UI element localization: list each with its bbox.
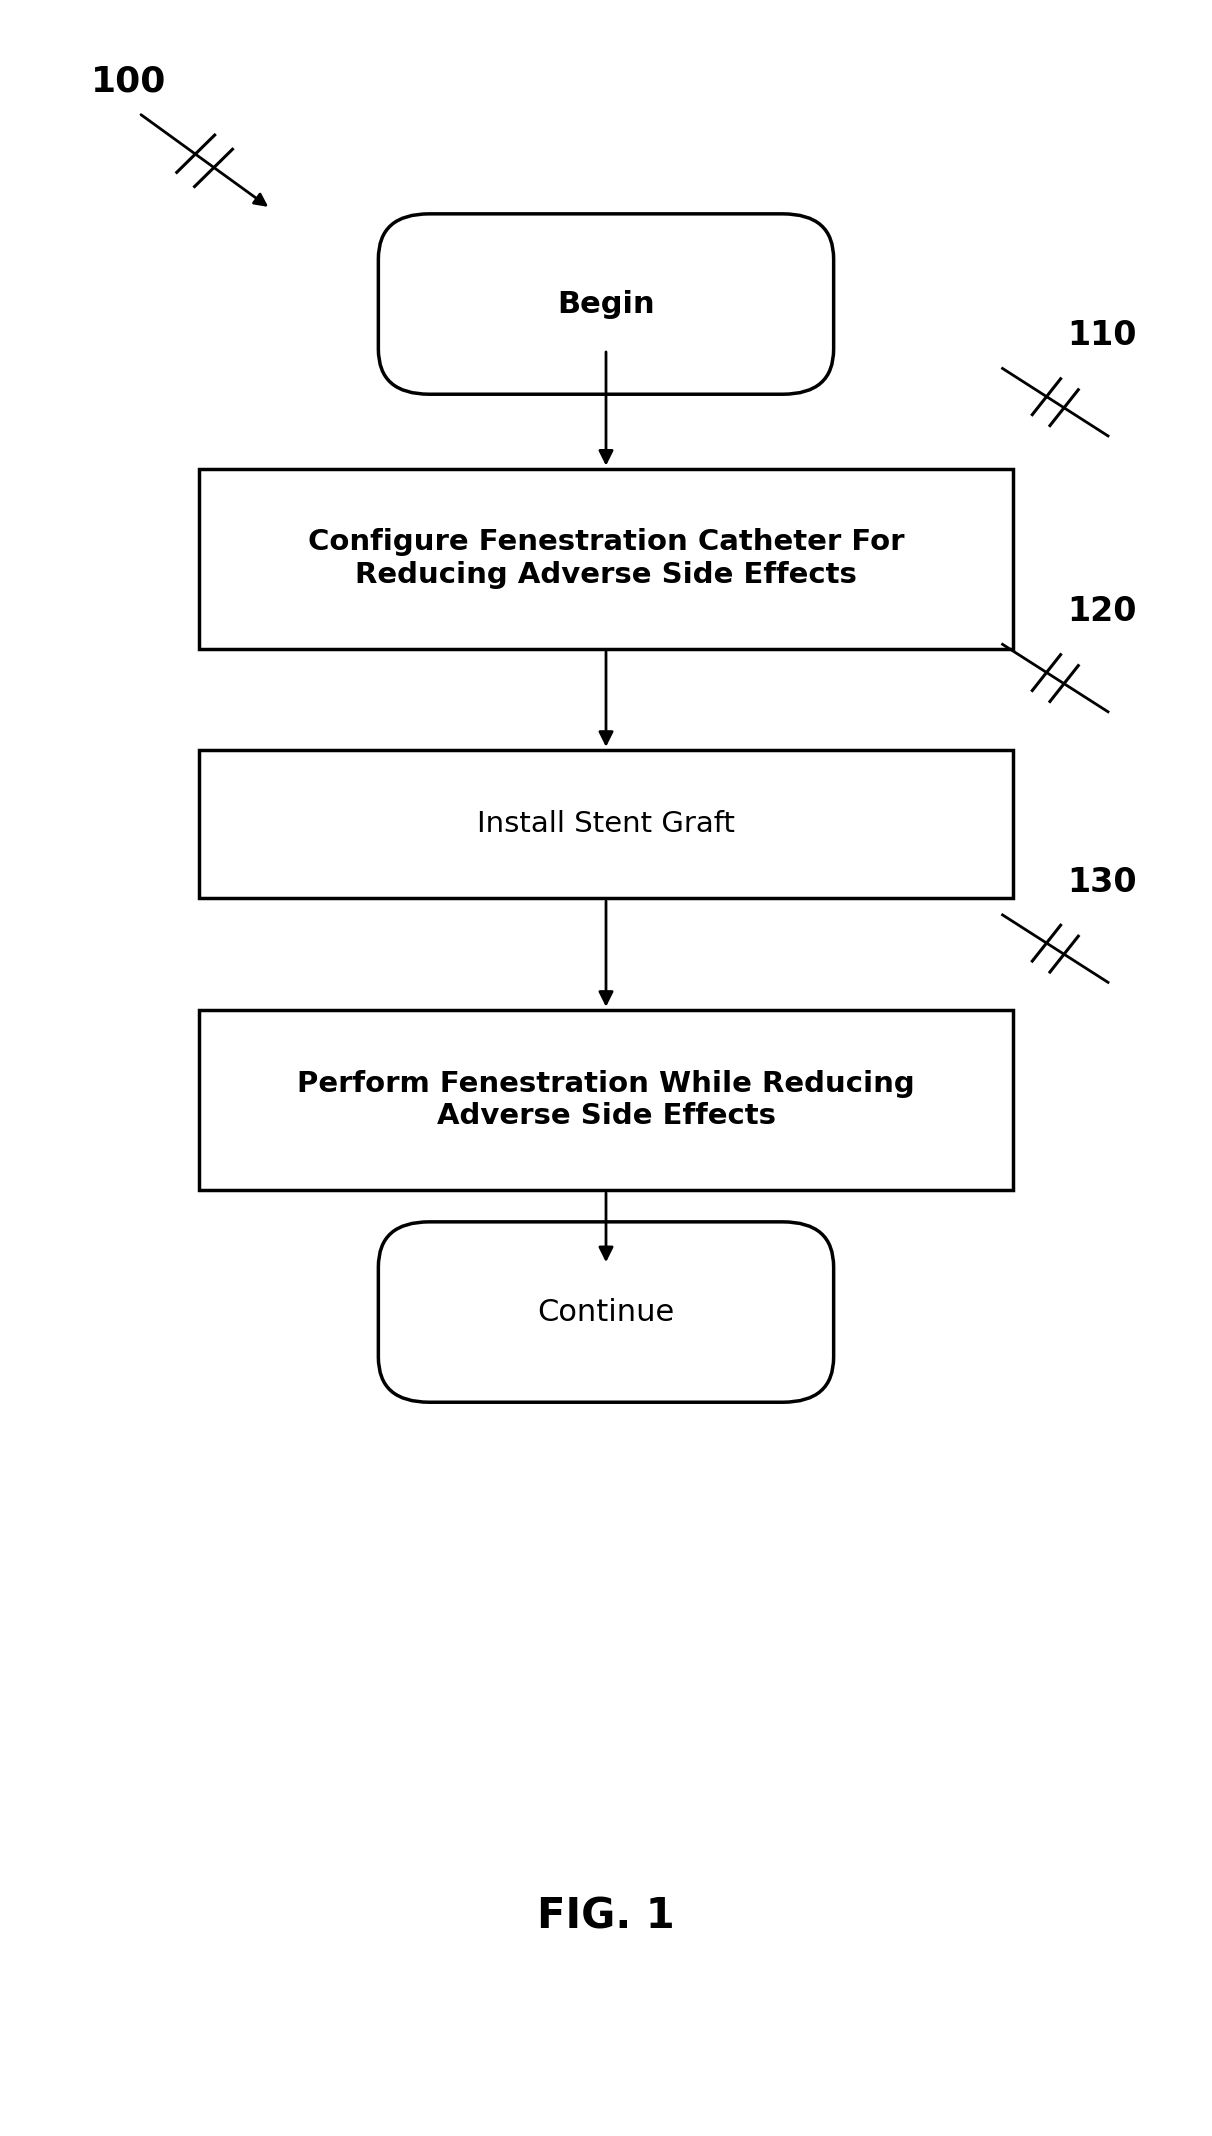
Text: Configure Fenestration Catheter For
Reducing Adverse Side Effects: Configure Fenestration Catheter For Redu… (308, 528, 904, 590)
Text: Begin: Begin (558, 290, 654, 318)
Text: 110: 110 (1068, 320, 1137, 352)
FancyBboxPatch shape (378, 1222, 834, 1401)
Text: 100: 100 (91, 64, 166, 98)
Text: 130: 130 (1068, 865, 1137, 899)
Text: Install Stent Graft: Install Stent Graft (478, 810, 734, 837)
Text: 120: 120 (1068, 596, 1137, 628)
Bar (199, 750, 1013, 899)
Text: FIG. 1: FIG. 1 (537, 1897, 675, 1937)
FancyBboxPatch shape (378, 214, 834, 395)
Bar (199, 468, 1013, 649)
Bar (199, 1010, 1013, 1190)
Text: Continue: Continue (537, 1297, 675, 1326)
Text: Perform Fenestration While Reducing
Adverse Side Effects: Perform Fenestration While Reducing Adve… (297, 1070, 915, 1130)
